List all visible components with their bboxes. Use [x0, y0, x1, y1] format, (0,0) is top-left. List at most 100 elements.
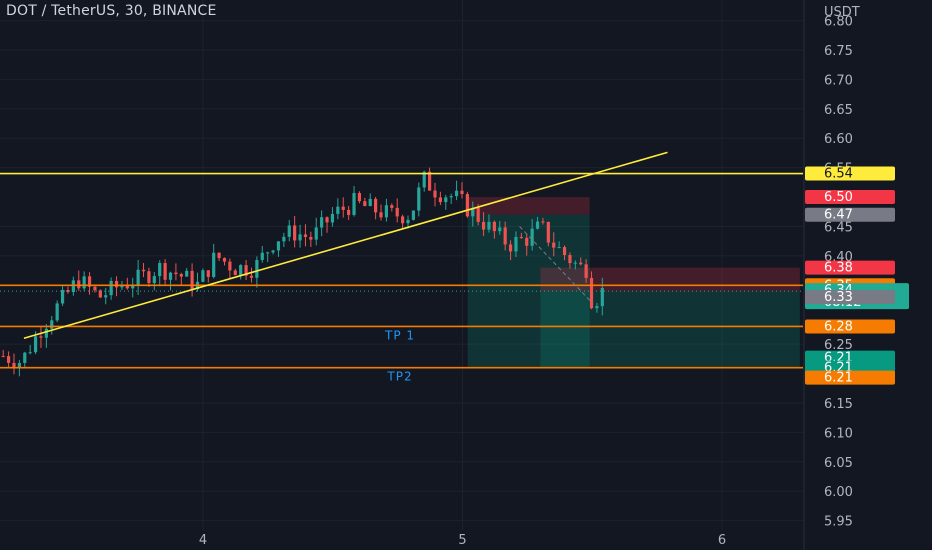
candle-body [342, 207, 345, 210]
y-tick-label: 6.65 [824, 103, 853, 118]
candle-body [460, 191, 463, 194]
candle-body [325, 217, 328, 222]
candle-body [439, 197, 442, 202]
candle-body [547, 222, 550, 243]
candle-body [417, 187, 420, 210]
candle-body [304, 234, 307, 237]
candle-body [428, 172, 431, 191]
candle-body [558, 247, 561, 248]
price-tag-value: 6.54 [824, 167, 853, 182]
candle-body [217, 253, 220, 258]
candle-body [250, 276, 253, 278]
y-tick-label: 6.60 [824, 132, 853, 147]
candle-body [266, 252, 269, 253]
candle-body [228, 262, 231, 271]
y-tick-label: 6.75 [824, 44, 853, 59]
candle-body [504, 227, 507, 244]
candle-body [45, 329, 48, 338]
x-tick-label: 5 [458, 533, 466, 548]
candle-body [482, 222, 485, 230]
candle-body [191, 271, 194, 289]
candle-body [142, 270, 145, 271]
y-tick-label: 6.05 [824, 456, 853, 471]
candle-body [568, 255, 571, 263]
candle-body [358, 193, 361, 201]
candle-body [347, 210, 350, 215]
candle-body [336, 207, 339, 214]
candle-body [601, 288, 604, 306]
candle-body [401, 216, 404, 223]
candle-body [552, 243, 555, 248]
candle-body [239, 265, 242, 275]
candle-body [309, 237, 312, 240]
candle-body [541, 222, 544, 223]
candle-body [536, 222, 539, 229]
candle-body [320, 217, 323, 227]
candle-body [137, 270, 140, 286]
candle-body [7, 356, 10, 363]
candle-body [477, 208, 480, 222]
candle-body [2, 356, 5, 357]
candle-body [455, 191, 458, 196]
y-tick-label: 6.70 [824, 73, 853, 88]
candle-body [282, 237, 285, 242]
candle-body [104, 295, 107, 297]
candle-body [207, 270, 210, 277]
candle-body [180, 274, 183, 277]
candle-body [110, 281, 113, 295]
price-tag-value: 6.28 [824, 319, 853, 334]
candle-body [590, 278, 593, 308]
y-tick-label: 6.45 [824, 220, 853, 235]
candle-body [83, 276, 86, 288]
chart-title: DOT / TetherUS, 30, BINANCE [6, 3, 217, 19]
y-tick-label: 5.95 [824, 515, 853, 530]
level-label: TP 1 [384, 328, 415, 342]
candle-body [61, 290, 64, 303]
candle-body [331, 214, 334, 222]
price-tag-value: 6.47 [824, 208, 853, 223]
x-tick-label: 4 [199, 533, 207, 548]
candle-body [379, 212, 382, 217]
candle-body [147, 271, 150, 283]
candle-body [131, 286, 134, 288]
candle-body [563, 247, 566, 255]
candle-body [390, 205, 393, 208]
take-profit-zone [540, 291, 800, 367]
candle-body [277, 241, 280, 250]
candle-body [374, 199, 377, 212]
x-tick-label: 6 [718, 533, 726, 548]
candle-body [579, 263, 582, 265]
stop-loss-zone [468, 197, 590, 215]
price-tag-value: 6.21 [824, 371, 853, 386]
candle-body [352, 193, 355, 215]
candle-body [363, 201, 366, 206]
candle-body [531, 229, 534, 246]
candle-body [509, 244, 512, 251]
candle-body [29, 352, 32, 353]
candle-body [169, 273, 172, 280]
candle-body [315, 227, 318, 239]
candle-body [595, 306, 598, 308]
candle-body [444, 197, 447, 202]
candle-body [271, 250, 274, 252]
candle-body [153, 276, 156, 283]
candle-body [487, 222, 490, 230]
price-tag-value: 6.50 [824, 190, 853, 205]
candle-body [223, 258, 226, 262]
candle-body [493, 222, 496, 231]
candle-body [298, 234, 301, 240]
candle-body [520, 237, 523, 238]
candle-body [293, 225, 296, 240]
candle-body [406, 220, 409, 223]
candle-body [412, 211, 415, 220]
candle-body [66, 290, 69, 292]
candle-body [585, 264, 588, 278]
candle-body [50, 320, 53, 328]
candle-body [201, 270, 204, 282]
candle-body [369, 199, 372, 206]
candle-body [39, 336, 42, 337]
y-tick-label: 6.10 [824, 426, 853, 441]
candle-body [72, 280, 75, 292]
candle-body [433, 191, 436, 198]
